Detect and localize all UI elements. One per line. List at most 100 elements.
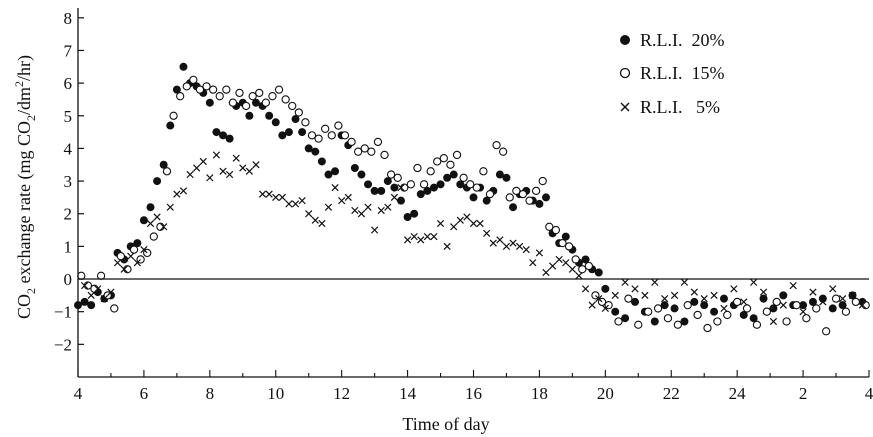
x-tick-label: 18 [531,384,548,403]
data-point [301,118,310,127]
data-point [245,167,254,175]
data-point [505,193,514,202]
data-point [370,186,379,195]
data-point [542,268,550,277]
data-point [680,317,689,326]
y-axis-title-part: /hr) [14,55,35,81]
data-point [690,297,699,306]
data-point [789,281,797,290]
data-point [601,284,610,293]
data-point [383,177,392,186]
data-point [492,141,501,150]
data-point [759,294,768,303]
data-point [489,239,497,247]
data-point [482,196,491,205]
data-point [334,121,343,130]
y-tick-label: −2 [54,335,72,354]
x-tick-label: 4 [865,384,873,403]
data-point [96,271,106,280]
x-tick-label: 16 [465,384,482,403]
data-point [255,88,264,98]
data-point [278,193,286,202]
data-point [110,304,119,313]
data-point [77,271,86,280]
data-point [129,245,139,254]
data-point [393,173,402,182]
data-point [291,115,300,124]
data-point [581,285,590,293]
data-point [241,101,251,111]
data-point [651,278,659,286]
data-point [327,131,336,140]
data-point [710,291,718,299]
data-point [443,242,451,251]
data-point [278,131,287,140]
data-point [670,291,679,299]
data-point [87,291,95,299]
data-point [808,297,817,306]
data-point [87,301,96,310]
data-point [483,229,491,237]
plot-area [74,62,870,336]
data-point [225,170,234,179]
y-tick-label: 0 [64,270,73,289]
y-tick-label: −1 [54,303,72,322]
data-point [641,291,649,299]
data-point [670,304,679,313]
data-point [193,164,201,172]
data-point [848,291,857,299]
data-point [219,131,228,140]
data-point [792,301,801,310]
data-point [173,190,181,198]
data-point [516,242,524,251]
data-point [215,92,224,101]
data-point [426,167,435,176]
data-point [614,317,623,326]
data-point [159,160,168,169]
data-point [386,170,396,179]
data-point [80,297,89,306]
data-point [644,307,653,316]
data-point [772,297,781,307]
data-point [202,82,211,91]
data-point [779,301,787,309]
y-axis-title-superscript: 2 [12,81,26,87]
data-point [545,222,554,231]
data-point [581,255,590,264]
data-point [288,101,297,111]
data-point [208,85,218,94]
data-point [351,206,359,215]
data-point [752,320,762,329]
data-point [219,167,227,175]
data-point [631,285,639,293]
data-point [512,186,521,196]
data-point [588,301,596,309]
data-point [252,161,260,169]
data-point [317,157,326,166]
data-point [621,314,630,323]
data-point [740,298,748,306]
data-point [561,232,570,241]
data-point [377,186,386,195]
data-point [179,187,188,195]
data-point [851,297,860,307]
data-point [166,121,175,130]
series-2 [80,151,867,326]
data-point [769,317,778,326]
data-point [291,200,300,208]
y-axis-title-subscript: 2 [24,115,38,121]
data-point [634,320,643,329]
data-point [683,301,692,310]
axes [77,8,870,378]
data-point [248,92,257,101]
data-point [446,160,455,169]
data-point [443,173,452,182]
data-point [710,307,719,316]
data-point [100,295,108,303]
data-point [139,216,148,225]
legend-marker-series-2 [620,102,630,112]
data-point [690,288,698,296]
x-tick-label: 10 [267,384,284,403]
data-point [261,98,271,107]
